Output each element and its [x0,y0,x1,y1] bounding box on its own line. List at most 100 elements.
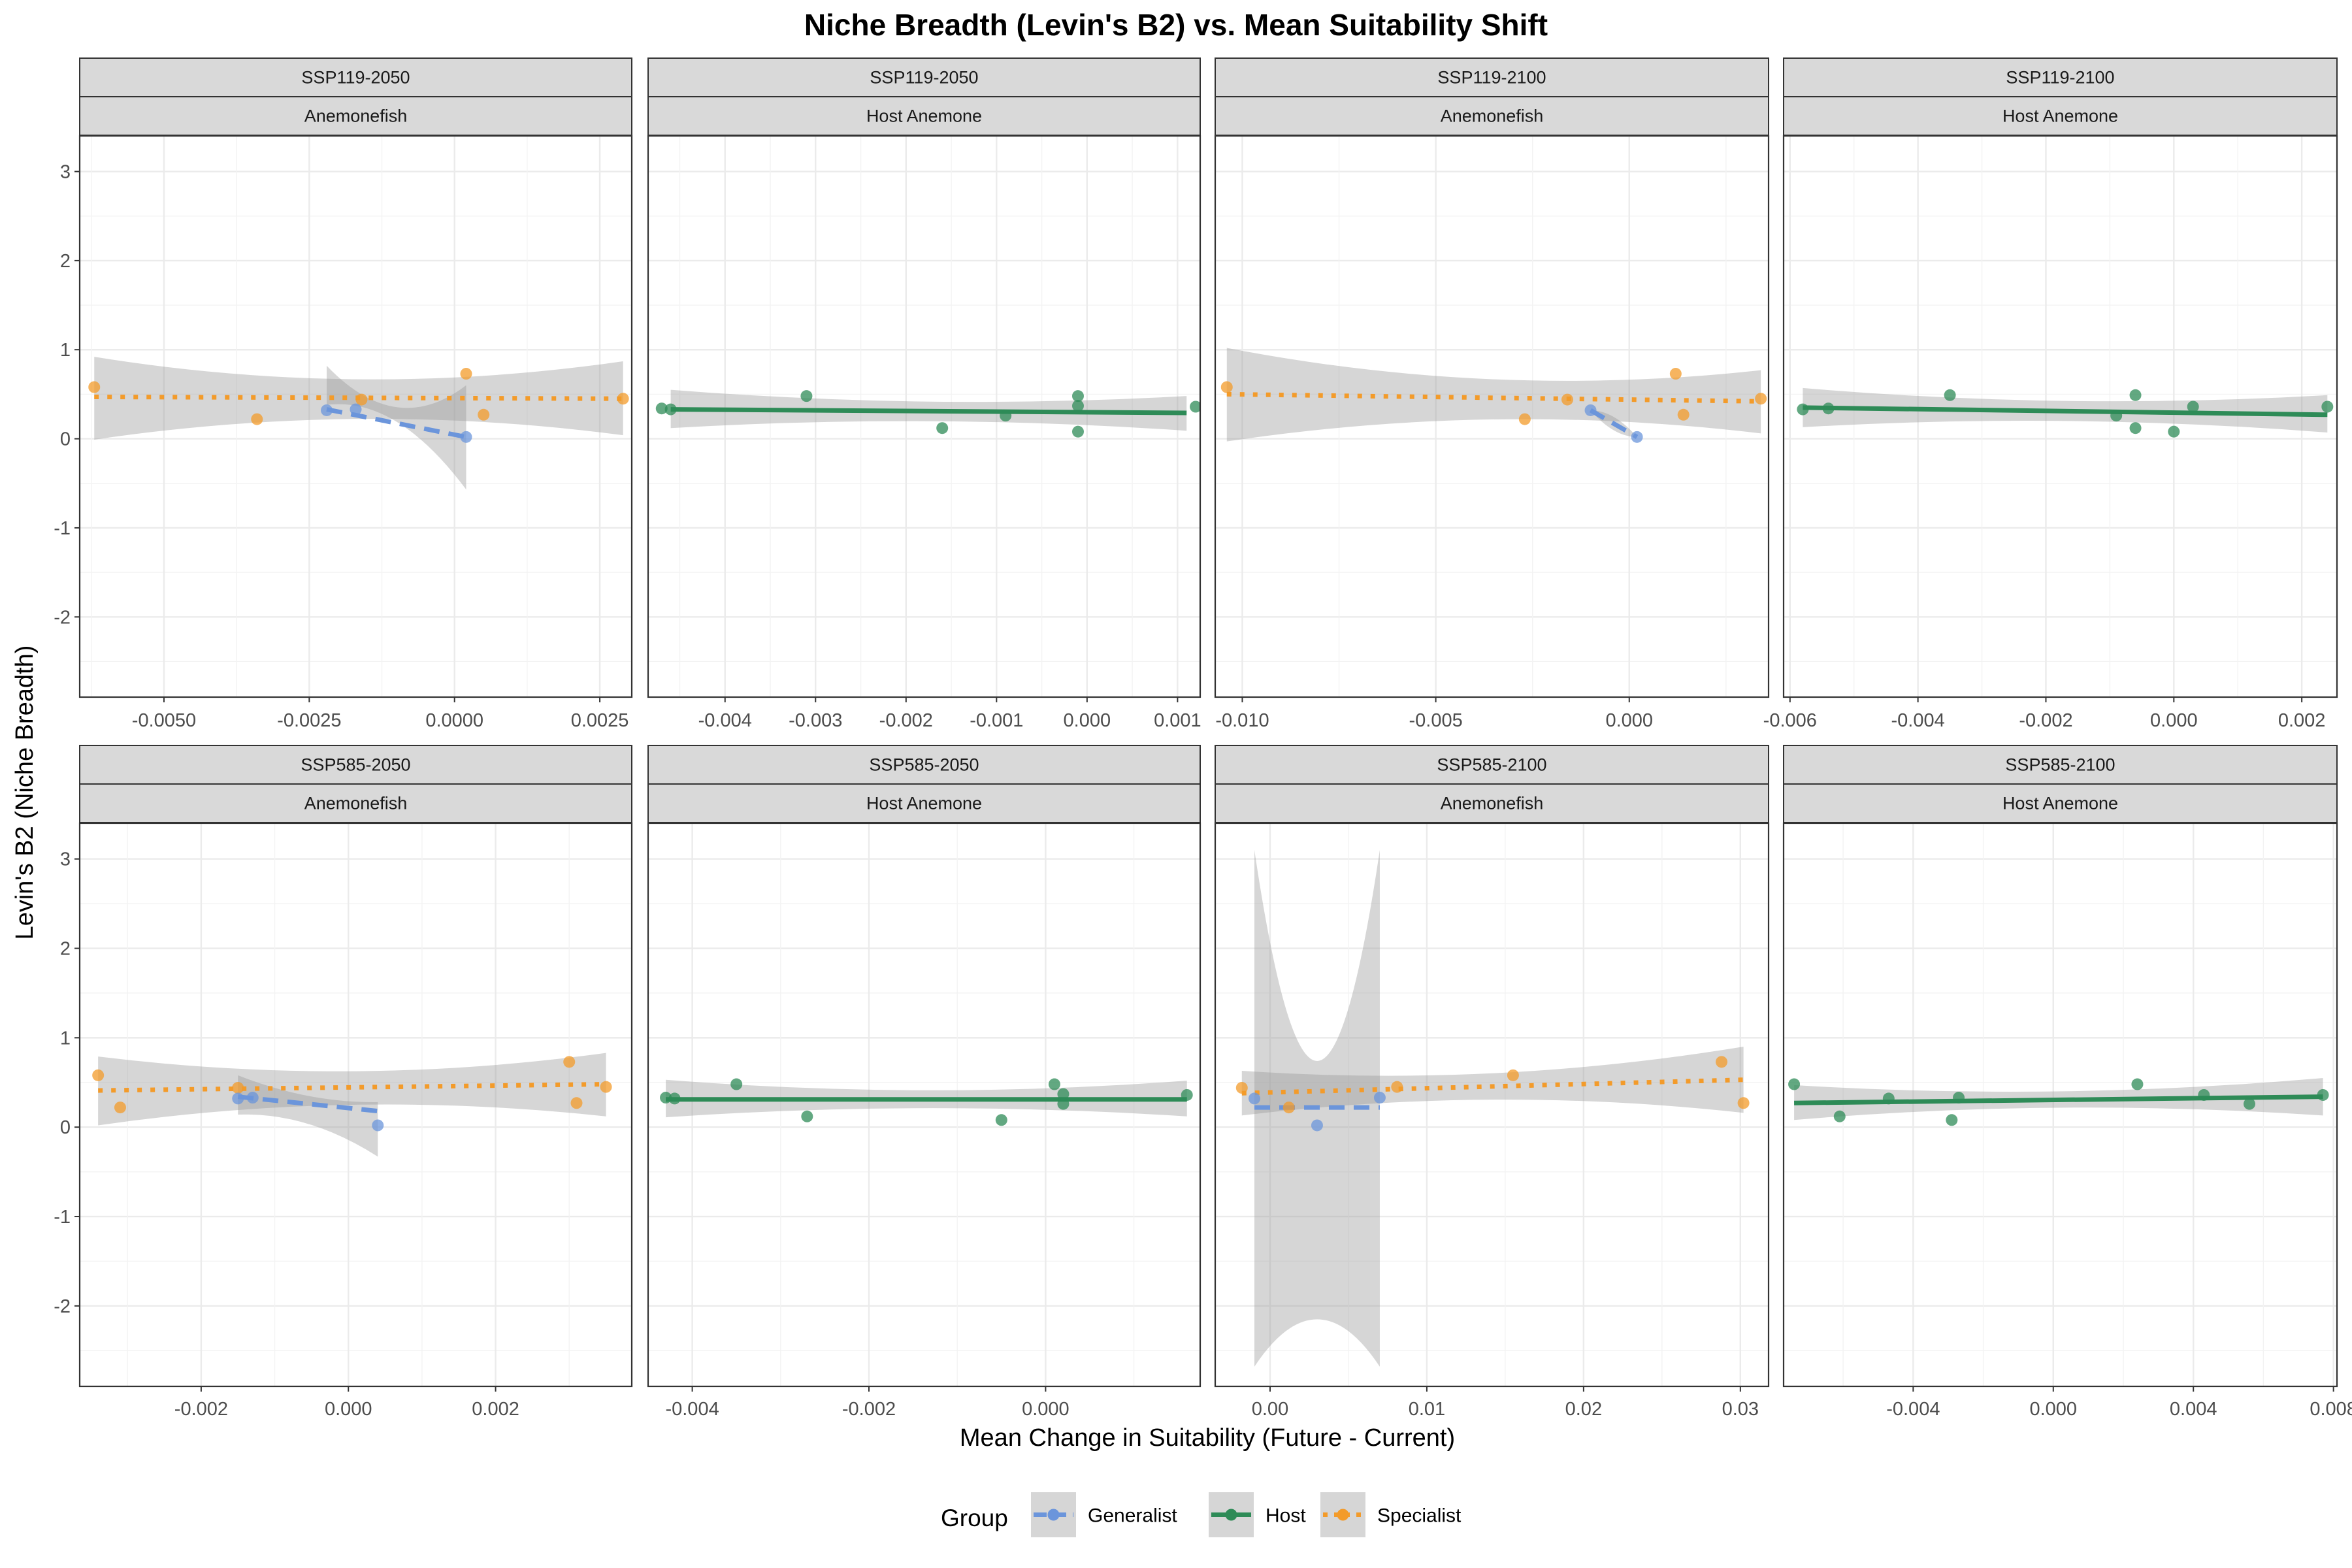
point-specialist [563,1056,576,1068]
panel-3: SSP119-2100 Host Anemone -0.006 -0.004 -0.00… [1763,57,2338,731]
point-specialist [570,1097,583,1109]
point-specialist [232,1082,244,1094]
x-tick-label: -0.002 [842,1399,896,1420]
strip-taxon-label: Anemonefish [1441,794,1544,813]
y-tick-label: -1 [54,518,71,539]
x-tick-label: -0.001 [970,710,1023,731]
point-host [1071,400,1084,412]
point-host [1000,410,1012,422]
x-tick-label: 0.000 [1605,710,1653,731]
point-host [936,422,949,434]
point-generalist [321,404,333,416]
legend-key-point [1225,1509,1237,1521]
strip-scenario-bg [1215,745,1769,785]
y-tick-label: -1 [54,1207,71,1228]
legend-key-point [1047,1509,1060,1521]
point-generalist [1631,431,1643,443]
point-specialist [1677,408,1690,421]
x-tick-label: -0.010 [1215,710,1269,731]
x-tick-label: 0.000 [325,1399,372,1420]
point-specialist [1561,393,1573,406]
point-host [995,1114,1007,1126]
strip-taxon-label: Host Anemone [2002,794,2118,813]
panel-border [647,135,1201,698]
x-tick-label: 0.000 [1022,1399,1070,1420]
x-tick-label: -0.0050 [132,710,196,731]
plot-area [88,357,629,490]
point-specialist [88,381,101,393]
point-specialist [1282,1102,1295,1114]
point-host [1190,400,1200,413]
legend-key-generalist [1031,1492,1076,1537]
y-tick-label: 3 [60,162,71,183]
panel-0: SSP119-2050 Anemonefish -0.0050 -0.0025 0.00… [54,57,633,731]
point-specialist [355,393,368,406]
y-tick-label: 3 [60,849,71,870]
y-tick-label: 2 [60,939,71,960]
point-host [1181,1088,1193,1101]
strip-taxon-bg [1215,783,1769,823]
strip-scenario-label: SSP119-2100 [2006,68,2114,88]
point-host [1057,1088,1070,1100]
fit-line-specialist [1241,1077,1744,1096]
point-host [2243,1098,2255,1110]
point-specialist [617,393,629,405]
legend-key-point [1337,1509,1349,1521]
plot-area [660,1078,1193,1126]
point-host [1833,1110,1846,1122]
x-axis-title: Mean Change in Suitability (Future - Cur… [960,1424,1455,1452]
point-specialist [460,368,472,380]
strip-scenario-bg [1783,57,2338,97]
fit-line-host [1794,1094,2323,1105]
fit-line-host [670,407,1187,416]
panel-border [78,135,633,698]
point-host [668,1092,681,1105]
point-host [2317,1088,2329,1101]
x-tick-label: -0.004 [665,1399,719,1420]
point-host [1071,390,1084,402]
panel-border [1782,822,2338,1388]
strip-taxon-bg [79,96,632,136]
panel-7: SSP585-2100 Host Anemone -0.004 0.000 0.004 0… [1782,745,2352,1420]
x-tick-label: 0.0000 [425,710,483,731]
panel-5: SSP585-2050 Host Anemone -0.004 -0.002 0.000 [647,745,1201,1420]
x-tick-label: -0.004 [1891,710,1945,731]
point-host [2198,1088,2210,1101]
strip-scenario-label: SSP119-2050 [870,68,978,88]
fit-line-generalist [1589,408,1639,439]
strip-scenario-bg [647,57,1201,97]
y-axis-title: Levin's B2 (Niche Breadth) [11,645,39,940]
point-host [801,1110,813,1122]
fit-line-host [1803,405,2328,417]
x-tick-label: -0.004 [698,710,752,731]
legend-key-host [1209,1492,1254,1537]
point-specialist [478,408,490,421]
point-host [2321,400,2334,413]
strip-scenario-bg [79,745,632,785]
strip-scenario-bg [1215,57,1769,97]
panel-2: SSP119-2100 Anemonefish -0.010 -0.005 0.000 [1214,57,1770,731]
x-tick-label: -0.005 [1409,710,1462,731]
point-host [655,402,668,415]
x-tick-label: -0.002 [879,710,933,731]
strip-taxon-bg [647,96,1201,136]
y-tick-label: 0 [60,429,71,450]
strip-scenario-bg [1783,745,2338,785]
legend-label-generalist: Generalist [1088,1505,1177,1527]
point-generalist [1373,1092,1386,1104]
panel-4: SSP585-2050 Anemonefish -0.002 0.000 0.002 -2… [54,745,633,1420]
strip-scenario-label: SSP585-2050 [869,755,979,775]
point-host [1944,389,1956,401]
panel-border [1214,822,1770,1388]
strip-scenario-bg [79,57,632,97]
point-host [2168,425,2180,438]
plot-area [1788,1077,2329,1126]
strip-taxon-label: Anemonefish [304,106,408,126]
point-host [800,390,813,402]
x-tick-label: 0.000 [2150,710,2198,731]
point-generalist [232,1092,244,1105]
x-tick-label: 0.000 [1064,710,1111,731]
strip-taxon-label: Host Anemone [866,794,982,813]
panel-border [647,822,1201,1388]
panel-border [1214,135,1770,698]
